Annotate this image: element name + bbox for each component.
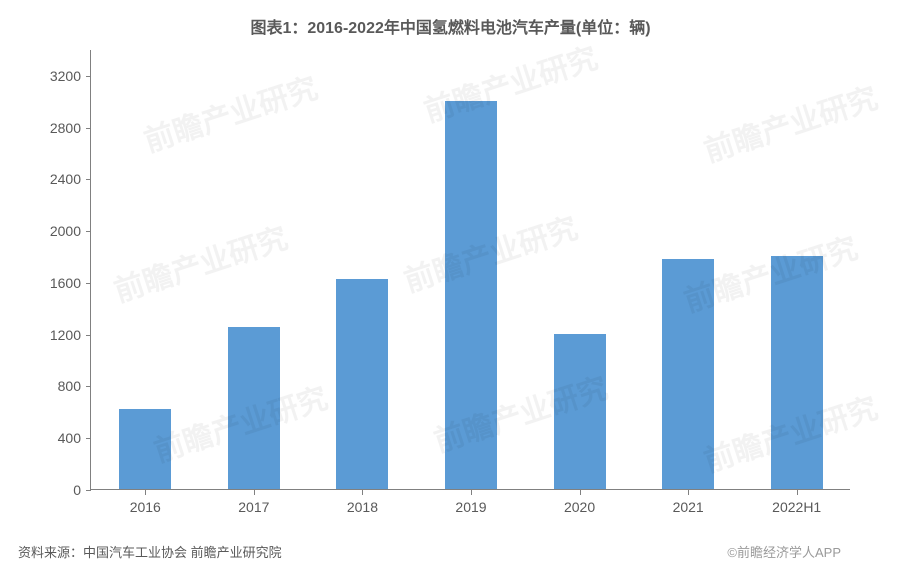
x-tick-mark <box>797 490 798 495</box>
y-tick-mark <box>86 386 91 387</box>
y-tick-label: 800 <box>31 378 81 394</box>
bar <box>336 279 388 489</box>
bar <box>228 327 280 489</box>
y-tick-mark <box>86 179 91 180</box>
y-tick-label: 2800 <box>31 120 81 136</box>
y-tick-mark <box>86 76 91 77</box>
x-tick-label: 2017 <box>238 499 269 515</box>
x-tick-label: 2016 <box>130 499 161 515</box>
x-tick-label: 2022H1 <box>772 499 821 515</box>
x-tick-mark <box>580 490 581 495</box>
x-tick-label: 2019 <box>455 499 486 515</box>
bar <box>119 409 171 489</box>
y-tick-mark <box>86 490 91 491</box>
x-tick-label: 2021 <box>673 499 704 515</box>
x-tick-label: 2018 <box>347 499 378 515</box>
y-tick-label: 400 <box>31 430 81 446</box>
y-tick-label: 2400 <box>31 171 81 187</box>
y-tick-mark <box>86 283 91 284</box>
x-tick-mark <box>471 490 472 495</box>
y-tick-label: 3200 <box>31 68 81 84</box>
source-footnote: 资料来源：中国汽车工业协会 前瞻产业研究院 <box>18 542 282 561</box>
bar <box>662 259 714 489</box>
y-tick-label: 1200 <box>31 327 81 343</box>
y-tick-label: 0 <box>31 482 81 498</box>
bar <box>554 334 606 489</box>
brand-footnote: ©前瞻经济学人APP <box>727 542 841 561</box>
x-tick-mark <box>145 490 146 495</box>
chart-title: 图表1：2016-2022年中国氢燃料电池汽车产量(单位：辆) <box>0 0 901 38</box>
y-tick-label: 1600 <box>31 275 81 291</box>
y-tick-label: 2000 <box>31 223 81 239</box>
x-tick-mark <box>688 490 689 495</box>
x-tick-mark <box>254 490 255 495</box>
y-tick-mark <box>86 335 91 336</box>
bar <box>445 101 497 489</box>
y-tick-mark <box>86 438 91 439</box>
x-tick-label: 2020 <box>564 499 595 515</box>
x-tick-mark <box>362 490 363 495</box>
chart-area: 0400800120016002000240028003200201620172… <box>90 50 850 510</box>
y-tick-mark <box>86 231 91 232</box>
plot-region: 0400800120016002000240028003200201620172… <box>90 50 850 490</box>
y-tick-mark <box>86 128 91 129</box>
bar <box>771 256 823 489</box>
